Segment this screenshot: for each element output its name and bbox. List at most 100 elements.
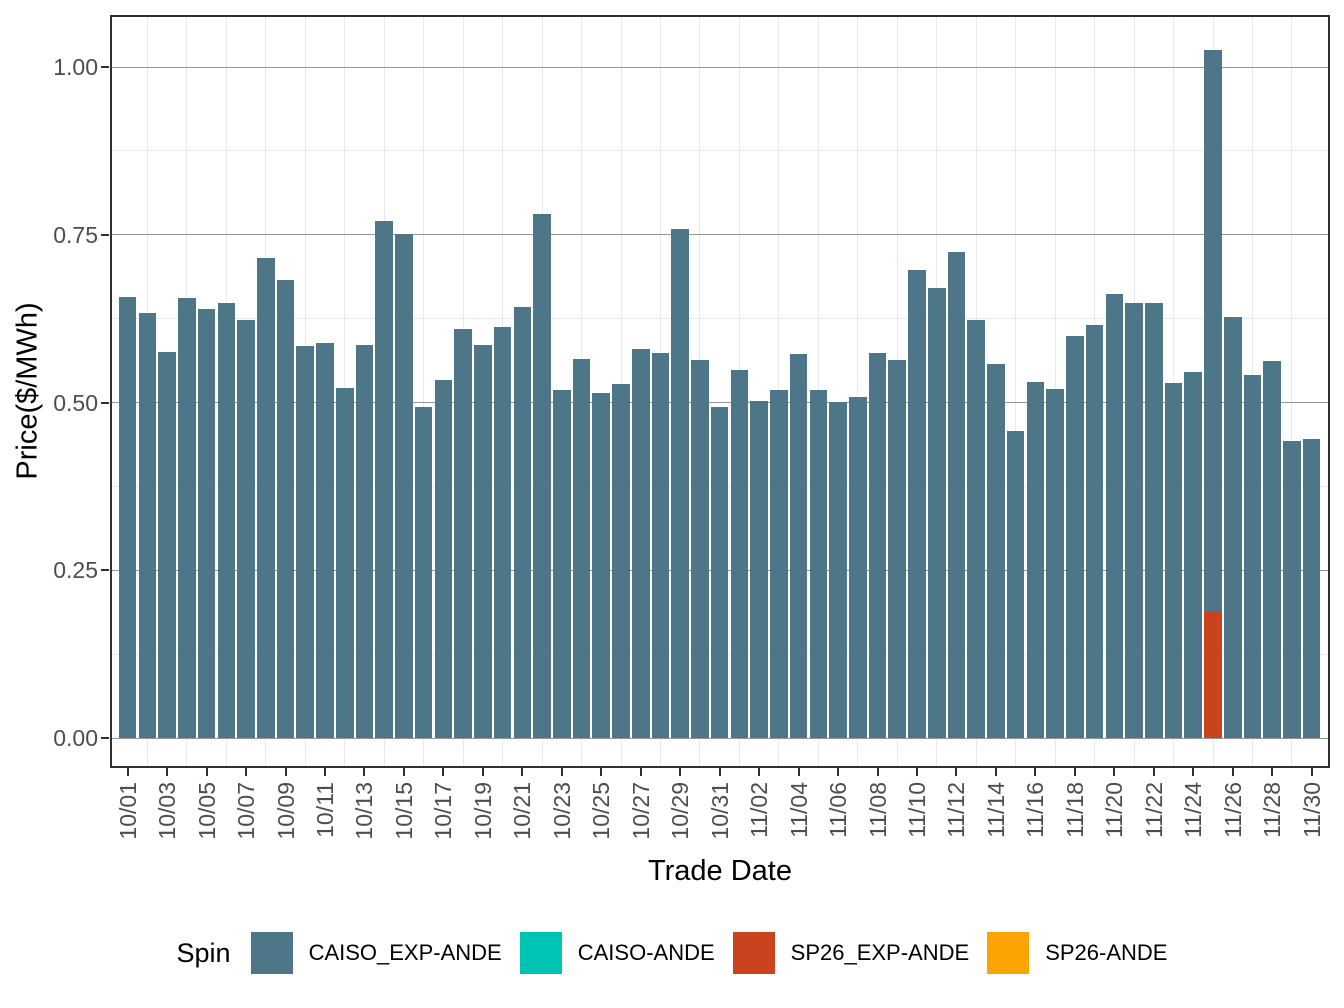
bar xyxy=(217,302,236,738)
legend-label: SP26_EXP-ANDE xyxy=(790,940,970,965)
y-tick-mark xyxy=(101,569,109,572)
x-tick-label: 10/31 xyxy=(706,782,733,840)
bar xyxy=(395,234,413,738)
x-tick-label: 11/24 xyxy=(1180,782,1207,838)
gridline-minor-y xyxy=(110,318,1330,320)
bar-overlay xyxy=(1204,611,1222,738)
x-tick-label: 10/23 xyxy=(548,782,575,840)
bar xyxy=(197,309,216,738)
x-axis-title: Trade Date xyxy=(648,855,792,887)
bar xyxy=(1125,302,1143,738)
legend-title: Spin xyxy=(176,937,231,968)
bar xyxy=(296,346,315,738)
x-tick-mark xyxy=(1113,768,1116,776)
bar xyxy=(335,388,354,738)
x-tick-label: 10/11 xyxy=(312,782,339,838)
x-tick-mark xyxy=(718,768,721,776)
x-tick-label: 10/15 xyxy=(390,782,417,840)
bar xyxy=(1026,381,1045,738)
x-tick-label: 11/10 xyxy=(904,782,931,838)
bar xyxy=(1164,383,1183,738)
y-tick-mark xyxy=(101,401,109,404)
x-tick-mark xyxy=(166,768,169,776)
x-tick-mark xyxy=(837,768,840,776)
x-tick-label: 10/09 xyxy=(272,782,299,840)
x-tick-label: 11/18 xyxy=(1061,782,1088,838)
bar xyxy=(276,280,295,738)
legend-label: CAISO_EXP-ANDE xyxy=(308,940,502,965)
bar xyxy=(947,252,966,738)
y-tick-label: 0.50 xyxy=(53,389,98,416)
x-tick-label: 10/13 xyxy=(351,782,378,840)
x-tick-label: 10/19 xyxy=(469,782,496,840)
bar xyxy=(1243,374,1262,738)
gridline-minor-x xyxy=(1015,15,1017,768)
gridline-major-y xyxy=(110,234,1330,236)
x-tick-mark xyxy=(442,768,445,776)
y-tick-mark xyxy=(101,66,109,68)
bar xyxy=(513,307,532,738)
x-tick-label: 11/12 xyxy=(943,782,970,838)
x-tick-label: 11/28 xyxy=(1259,782,1286,838)
bar xyxy=(671,229,690,738)
bar xyxy=(770,390,788,738)
bar xyxy=(414,407,433,738)
bar xyxy=(631,348,650,738)
bar xyxy=(888,360,907,738)
legend: Spin CAISO_EXP-ANDE CAISO-ANDE SP26_EXP-AN… xyxy=(0,929,1344,977)
bar xyxy=(789,353,808,738)
bar xyxy=(1066,336,1084,738)
bar xyxy=(987,363,1005,738)
bar xyxy=(1145,302,1163,738)
bar xyxy=(829,401,847,738)
x-tick-mark xyxy=(481,768,484,776)
bar xyxy=(1105,293,1124,738)
gridline-minor-x xyxy=(423,15,425,768)
x-tick-mark xyxy=(1073,768,1076,776)
bar xyxy=(375,221,394,738)
bar xyxy=(1184,371,1203,738)
x-tick-mark xyxy=(402,768,405,776)
bar xyxy=(553,389,571,738)
bar xyxy=(1006,430,1025,738)
x-tick-label: 11/08 xyxy=(864,782,891,838)
legend-label: CAISO-ANDE xyxy=(577,940,715,965)
bar xyxy=(967,319,986,738)
bar xyxy=(118,297,137,738)
y-tick-label: 0.00 xyxy=(53,725,98,751)
bar xyxy=(868,352,887,738)
bar xyxy=(710,407,729,738)
bar xyxy=(1085,325,1104,738)
bar xyxy=(1204,49,1222,738)
x-tick-mark xyxy=(560,768,563,776)
bar xyxy=(809,390,828,738)
panel-border xyxy=(110,15,1330,768)
x-tick-label: 10/01 xyxy=(114,782,141,840)
bar xyxy=(1223,316,1242,738)
bar xyxy=(592,393,611,738)
bar xyxy=(1046,389,1064,738)
bar xyxy=(237,319,255,738)
x-tick-mark xyxy=(758,768,761,776)
bar xyxy=(316,343,334,738)
x-tick-mark xyxy=(1271,768,1274,776)
bar xyxy=(158,351,176,738)
x-tick-label: 11/26 xyxy=(1219,782,1246,838)
bar xyxy=(355,345,374,738)
x-tick-label: 11/22 xyxy=(1140,782,1167,838)
bar xyxy=(493,327,512,738)
legend-item: SP26_EXP-ANDE xyxy=(732,932,970,974)
legend-color-swatch xyxy=(987,932,1030,974)
x-tick-mark xyxy=(955,768,958,776)
x-tick-label: 10/25 xyxy=(588,782,615,840)
bar xyxy=(533,213,551,738)
x-tick-mark xyxy=(1310,768,1313,776)
y-tick-mark xyxy=(101,233,109,236)
x-tick-mark xyxy=(1231,768,1234,776)
bar xyxy=(908,270,926,738)
legend-color-swatch xyxy=(519,932,562,974)
bar xyxy=(138,313,157,738)
x-tick-mark xyxy=(126,768,129,776)
x-tick-mark xyxy=(1192,768,1195,776)
